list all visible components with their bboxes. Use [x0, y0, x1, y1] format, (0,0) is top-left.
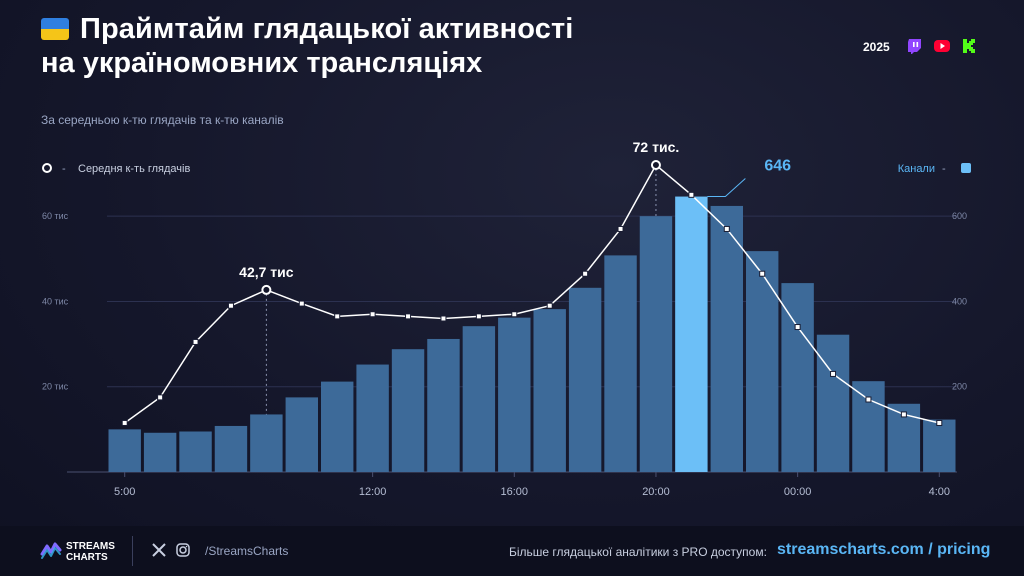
legend-dash: - [62, 163, 66, 175]
bar-channels [923, 419, 956, 472]
bar-channels [356, 364, 389, 472]
viewers-annotation-label: 72 тис. [633, 139, 680, 155]
viewers-annotation-label: 42,7 тис [239, 264, 294, 280]
chart-title-line2: на україномовних трансляціях [41, 47, 483, 79]
streamscharts-logo-icon [40, 542, 62, 559]
legend-dash: - [942, 163, 946, 175]
viewers-point [759, 270, 766, 277]
viewers-point [546, 302, 553, 309]
viewers-point [900, 411, 907, 418]
viewers-point [369, 311, 376, 318]
year-label: 2025 [863, 40, 890, 54]
y-right-tick-label: 600 [952, 211, 967, 221]
footer-bar [0, 526, 1024, 576]
bar-channels [108, 429, 141, 472]
bar-channels [568, 287, 602, 472]
y-left-tick-label: 20 тис [42, 382, 69, 392]
x-twitter-icon[interactable] [152, 543, 166, 557]
viewers-channels-chart: 20 тис 40 тис 60 тис 200 400 600 5:00 12:00 16:0… [42, 139, 971, 498]
legend-viewers-label: Середня к-ть глядачів [78, 163, 190, 175]
logo-line1: STREAMS [66, 541, 115, 552]
kick-icon [963, 39, 975, 53]
bar-channels [604, 255, 637, 472]
bar-channels [391, 349, 425, 472]
viewers-point [121, 419, 128, 426]
x-tick-label: 16:00 [501, 486, 529, 498]
viewers-point [475, 313, 482, 320]
bar-channels [746, 251, 779, 472]
logo-line2: CHARTS [66, 552, 108, 563]
legend-viewers-marker [42, 163, 52, 173]
pricing-link[interactable]: streamscharts.com / pricing [777, 541, 991, 558]
viewers-peak-point [261, 284, 272, 295]
streamscharts-logo-text: STREAMS CHARTS [66, 541, 115, 563]
youtube-icon [934, 40, 950, 52]
bar-channels [533, 309, 566, 472]
y-right-tick-label: 400 [952, 296, 967, 306]
bar-channels [427, 338, 460, 472]
footer-divider [132, 536, 133, 566]
promo-text: Більше глядацької аналітики з PRO доступ… [509, 545, 767, 559]
bar-channels [179, 431, 212, 472]
x-tick-label: 00:00 [784, 486, 812, 498]
legend-channels-marker [961, 163, 971, 173]
bar-channels [498, 317, 531, 472]
x-tick-label: 12:00 [359, 486, 387, 498]
bar-channels [285, 397, 318, 472]
social-handle: /StreamsCharts [205, 544, 289, 558]
ukraine-flag-icon [41, 18, 69, 40]
viewers-point [688, 191, 695, 198]
bar-channels [214, 425, 248, 472]
viewers-point [794, 324, 801, 331]
viewers-point [298, 300, 305, 307]
legend-channels-label: Канали [898, 163, 935, 175]
bar-channels [816, 334, 850, 472]
viewers-point [334, 313, 341, 320]
viewers-point [865, 396, 872, 403]
viewers-point [405, 313, 412, 320]
bar-channels [321, 381, 354, 472]
bar-channels [639, 216, 673, 472]
x-tick-label: 20:00 [642, 486, 670, 498]
chart-subtitle: За середньою к-тю глядачів та к-тю канал… [41, 113, 284, 127]
bar-channels [710, 205, 743, 472]
bar-channels [143, 432, 177, 472]
y-left-tick-label: 60 тис [42, 211, 69, 221]
bar-channels [675, 196, 708, 472]
viewers-point [723, 225, 730, 232]
y-right-tick-label: 200 [952, 382, 967, 392]
bar-highlight-label: 646 [764, 158, 791, 175]
viewers-peak-point [650, 160, 661, 170]
bar-channels [781, 283, 814, 472]
viewers-point [617, 225, 624, 232]
bar-channels [852, 381, 885, 472]
chart-title-line1: Праймтайм глядацької активності [80, 13, 574, 45]
y-left-tick-label: 40 тис [42, 296, 69, 306]
viewers-point [511, 311, 518, 318]
viewers-point [227, 302, 234, 309]
x-tick-label: 5:00 [114, 486, 135, 498]
bar-channels [250, 414, 283, 472]
x-tick-label: 4:00 [929, 486, 950, 498]
viewers-line [124, 163, 940, 424]
viewers-point [192, 338, 199, 345]
highlight-connector [707, 178, 746, 198]
viewers-point [936, 419, 943, 426]
twitch-icon [908, 39, 921, 54]
bar-channels [462, 326, 496, 472]
viewers-point [830, 370, 837, 377]
viewers-point [440, 315, 447, 322]
viewers-point [157, 394, 164, 401]
viewers-point [582, 270, 589, 277]
instagram-icon[interactable] [176, 543, 190, 557]
